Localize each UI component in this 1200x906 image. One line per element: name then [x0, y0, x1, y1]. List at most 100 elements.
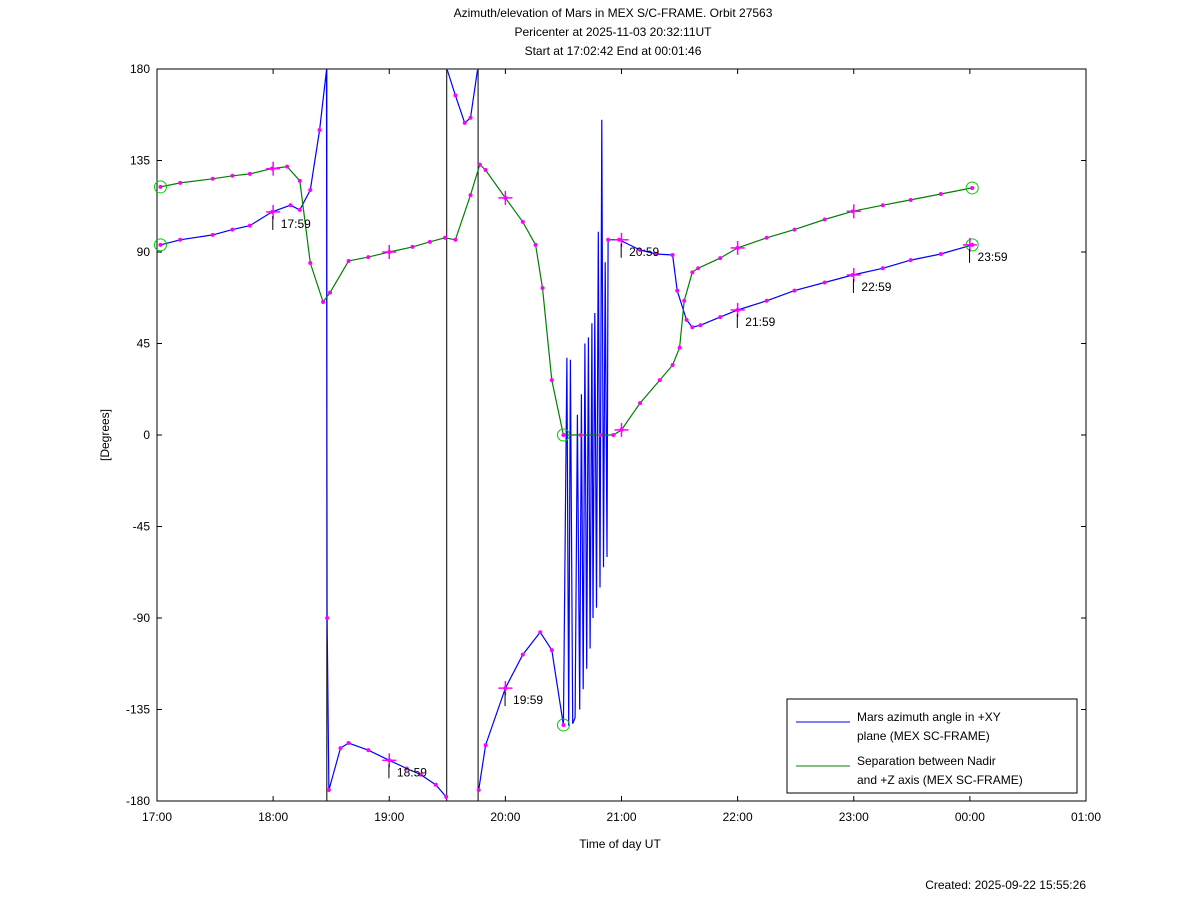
chart-subtitle-pericenter: Pericenter at 2025-11-03 20:32:11UT — [514, 25, 712, 39]
azimuth-data-point — [158, 242, 163, 247]
x-tick-label: 22:00 — [723, 810, 753, 824]
separation-data-point — [598, 433, 603, 437]
y-axis-label: [Degrees] — [98, 409, 112, 461]
separation-data-point — [468, 193, 473, 198]
azimuth-data-point — [338, 746, 343, 751]
x-tick-label: 01:00 — [1071, 810, 1101, 824]
azimuth-data-point — [404, 766, 409, 771]
azimuth-data-point — [638, 247, 643, 252]
azimuth-data-point — [468, 115, 473, 120]
separation-data-point — [638, 401, 643, 406]
time-label: 21:59 — [745, 315, 775, 329]
separation-data-point — [247, 171, 252, 176]
azimuth-data-point — [476, 788, 481, 793]
separation-data-point — [696, 266, 701, 271]
separation-data-point — [549, 378, 554, 383]
x-tick-label: 23:00 — [839, 810, 869, 824]
x-tick-label: 21:00 — [606, 810, 636, 824]
azimuth-data-point — [520, 652, 525, 657]
azimuth-data-point — [698, 323, 703, 328]
separation-data-point — [285, 164, 290, 169]
separation-data-point — [366, 255, 371, 260]
separation-data-point — [210, 176, 215, 181]
azimuth-data-point — [606, 237, 611, 242]
separation-data-point — [670, 363, 675, 368]
azimuth-data-point — [549, 648, 554, 653]
azimuth-series-line — [160, 69, 447, 798]
x-tick-label: 20:00 — [490, 810, 520, 824]
azimuth-data-point — [764, 298, 769, 303]
separation-data-point — [178, 180, 183, 185]
separation-series-line — [160, 163, 973, 436]
azimuth-data-point — [908, 258, 913, 263]
azimuth-pericenter-marker — [556, 718, 570, 732]
legend-box — [786, 698, 1078, 794]
azimuth-endpoint-marker — [153, 238, 167, 252]
azimuth-data-point — [561, 722, 566, 727]
azimuth-data-point — [938, 252, 943, 257]
y-tick-label: 45 — [137, 337, 151, 351]
separation-data-point — [158, 184, 163, 189]
chart-subtitle-start-end: Start at 17:02:42 End at 00:01:46 — [525, 44, 702, 58]
azimuth-data-point — [444, 794, 449, 799]
azimuth-data-point — [366, 748, 371, 753]
chart-title: Azimuth/elevation of Mars in MEX S/C-FRA… — [454, 6, 773, 20]
azimuth-data-point — [433, 782, 438, 787]
x-tick-label: 19:00 — [374, 810, 404, 824]
azimuth-series-line — [478, 119, 973, 791]
y-tick-label: -180 — [126, 794, 150, 808]
separation-data-point — [321, 300, 326, 305]
separation-data-point — [611, 433, 616, 437]
y-tick-label: 90 — [137, 245, 151, 259]
separation-data-point — [533, 242, 538, 247]
legend: Mars azimuth angle in +XY plane (MEX SC-… — [786, 698, 1078, 794]
time-label: 18:59 — [397, 765, 427, 779]
y-tick-label: 180 — [130, 62, 150, 76]
separation-data-point — [822, 217, 827, 222]
azimuth-data-point — [317, 128, 322, 132]
y-tick-label: -90 — [133, 611, 151, 625]
separation-data-point — [540, 285, 545, 290]
azimuth-data-point — [230, 227, 235, 232]
separation-data-point — [908, 197, 913, 202]
separation-data-point — [792, 227, 797, 232]
x-tick-label: 18:00 — [258, 810, 288, 824]
x-axis-label: Time of day UT — [579, 837, 661, 851]
azimuth-data-point — [538, 630, 543, 635]
separation-data-point — [297, 178, 302, 183]
legend-label-separation-2: and +Z axis (MEX SC-FRAME) — [857, 773, 1023, 787]
separation-data-point — [718, 256, 723, 261]
azimuth-data-point — [297, 207, 302, 212]
separation-data-point — [764, 235, 769, 240]
azimuth-data-point — [288, 203, 293, 208]
azimuth-data-point — [880, 266, 885, 271]
azimuth-data-point — [670, 253, 675, 258]
separation-data-point — [328, 290, 333, 295]
separation-data-point — [230, 173, 235, 178]
legend-label-azimuth-2: plane (MEX SC-FRAME) — [857, 729, 990, 743]
legend-label-azimuth-1: Mars azimuth angle in +XY — [857, 710, 1001, 724]
separation-data-point — [938, 192, 943, 197]
azimuth-data-point — [462, 120, 467, 125]
legend-label-separation-1: Separation between Nadir — [857, 754, 996, 768]
azimuth-data-point — [690, 325, 695, 330]
separation-data-point — [427, 239, 432, 244]
x-tick-label: 00:00 — [955, 810, 985, 824]
azimuth-data-point — [178, 237, 183, 242]
separation-data-point — [442, 235, 447, 240]
y-tick-label: -135 — [126, 703, 150, 717]
y-tick-label: 135 — [130, 154, 150, 168]
x-tick-label: 17:00 — [142, 810, 172, 824]
time-label: 17:59 — [281, 217, 311, 231]
separation-endpoint-marker — [965, 181, 979, 195]
time-label: 19:59 — [513, 693, 543, 707]
separation-data-point — [410, 244, 415, 249]
time-label: 20:59 — [629, 245, 659, 259]
azimuth-data-point — [325, 616, 330, 620]
separation-data-point — [880, 203, 885, 208]
separation-data-point — [477, 162, 482, 167]
separation-data-point — [690, 270, 695, 275]
azimuth-data-point — [718, 315, 723, 320]
azimuth-data-point — [684, 317, 689, 322]
